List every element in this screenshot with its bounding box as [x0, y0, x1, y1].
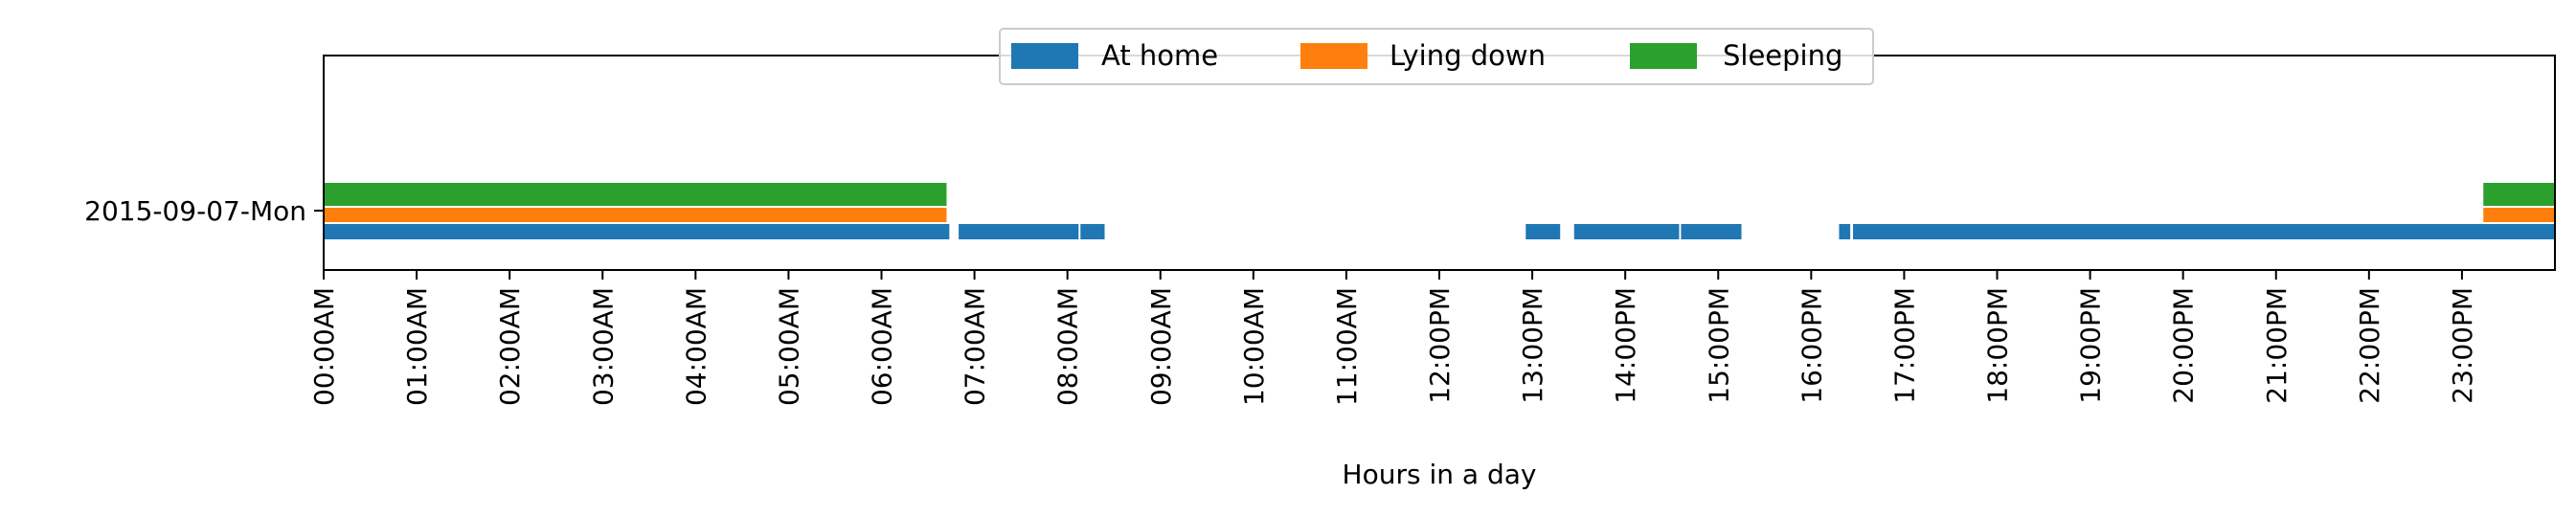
bar-sleeping-0 — [324, 183, 947, 206]
x-tick-label: 21:00PM — [2261, 287, 2293, 404]
x-tick-label: 17:00PM — [1888, 287, 1920, 404]
x-tick-label: 09:00AM — [1145, 287, 1177, 406]
bar-at-home-0 — [324, 224, 950, 239]
x-tick-label: 12:00PM — [1424, 287, 1456, 404]
x-axis: 00:00AM 01:00AM 02:00AM 03:00AM 04:00AM 05:00… — [308, 270, 2478, 406]
bar-at-home-2 — [1080, 224, 1105, 239]
bar-at-home-3 — [1525, 224, 1561, 239]
x-tick-label: 22:00PM — [2354, 287, 2385, 404]
x-tick-label: 10:00AM — [1238, 287, 1270, 406]
x-tick-label: 20:00PM — [2168, 287, 2200, 404]
x-tick-label: 16:00PM — [1796, 287, 1827, 404]
x-tick-label: 02:00AM — [494, 287, 526, 406]
legend-swatch-sleeping — [1630, 43, 1697, 69]
x-tick-label: 15:00PM — [1703, 287, 1734, 404]
x-tick-label: 13:00PM — [1517, 287, 1548, 404]
x-axis-label: Hours in a day — [1343, 459, 1537, 490]
y-tick-label: 2015-09-07-Mon — [84, 195, 306, 227]
legend: At home Lying down Sleeping — [999, 28, 1874, 85]
x-tick-label: 00:00AM — [308, 287, 340, 406]
x-tick-label: 18:00PM — [1982, 287, 2014, 404]
x-tick-label: 03:00AM — [587, 287, 619, 406]
x-tick-label: 14:00PM — [1610, 287, 1641, 404]
legend-box — [999, 28, 1874, 85]
legend-swatch-at-home — [1011, 43, 1078, 69]
y-axis: 2015-09-07-Mon — [84, 195, 324, 227]
x-tick-label: 11:00AM — [1331, 287, 1363, 406]
x-tick-label: 06:00AM — [867, 287, 898, 406]
legend-label-at-home: At home — [1101, 39, 1218, 72]
bar-at-home-1 — [959, 224, 1079, 239]
x-tick-label: 19:00PM — [2075, 287, 2107, 404]
legend-swatch-lying-down — [1300, 43, 1367, 69]
bar-lying-down-1 — [2483, 208, 2555, 222]
bar-lying-down-0 — [324, 208, 947, 222]
x-tick-label: 07:00AM — [960, 287, 991, 406]
x-tick-label: 08:00AM — [1052, 287, 1084, 406]
bar-at-home-5 — [1681, 224, 1742, 239]
x-tick-label: 04:00AM — [680, 287, 712, 406]
bar-sleeping-1 — [2483, 183, 2555, 206]
x-tick-label: 23:00PM — [2447, 287, 2478, 404]
x-tick-label: 05:00AM — [773, 287, 804, 406]
legend-label-sleeping: Sleeping — [1723, 39, 1842, 72]
bar-at-home-7 — [1853, 224, 2555, 239]
bars-layer — [324, 183, 2555, 239]
legend-label-lying-down: Lying down — [1390, 39, 1546, 72]
x-tick-label: 01:00AM — [401, 287, 433, 406]
bar-at-home-4 — [1573, 224, 1680, 239]
bar-at-home-6 — [1839, 224, 1851, 239]
